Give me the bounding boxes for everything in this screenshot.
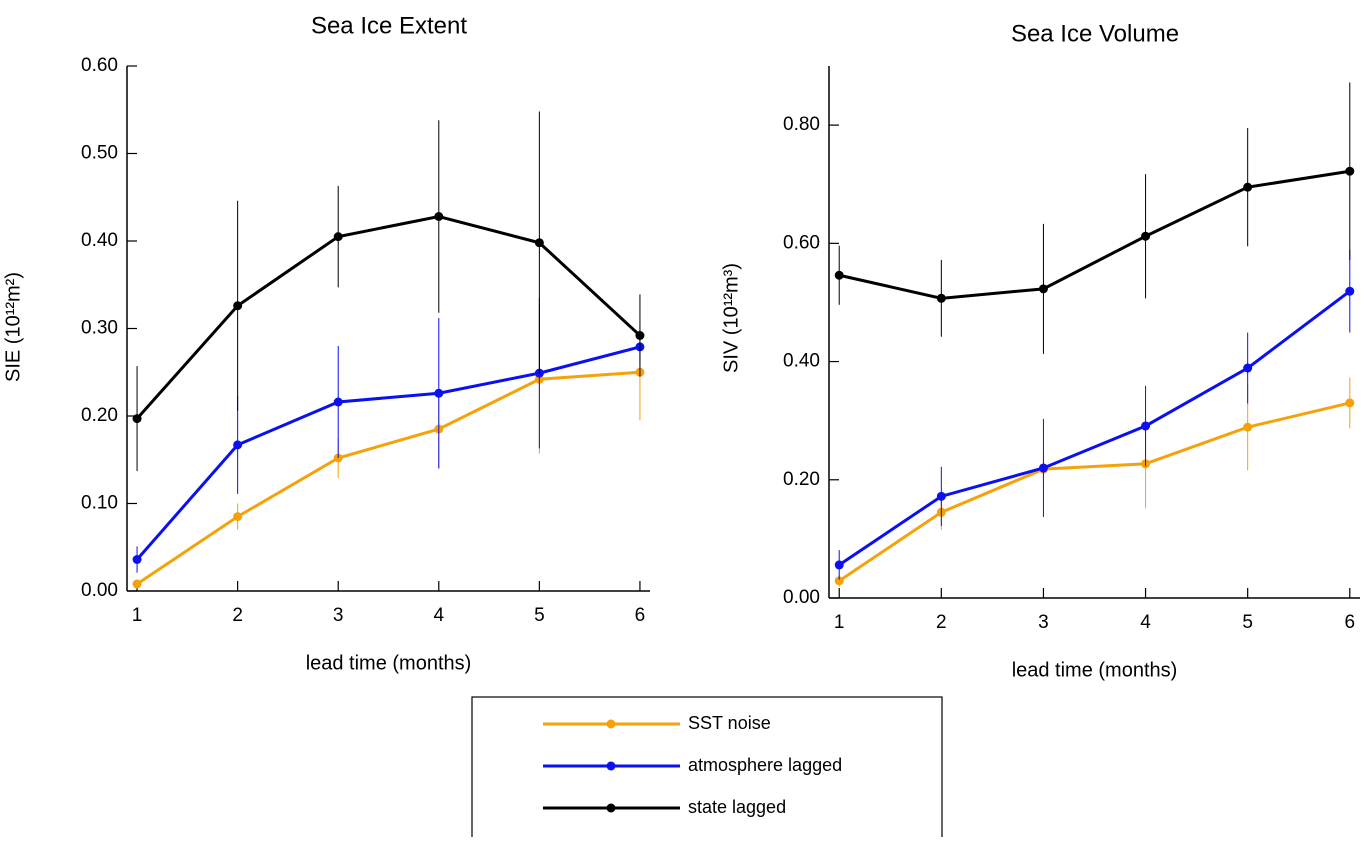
data-point: [1141, 421, 1151, 431]
y-tick-label: 0.10: [81, 493, 118, 514]
x-tick-label: 4: [433, 605, 444, 626]
data-point: [936, 491, 946, 501]
x-tick-label: 2: [936, 612, 947, 633]
legend-box: [471, 696, 943, 842]
x-tick-label: 6: [1344, 612, 1355, 633]
data-point: [333, 397, 343, 407]
y-tick-label: 0.40: [783, 351, 820, 372]
y-tick-label: 0.00: [783, 587, 820, 608]
y-tick-label: 0.20: [81, 405, 118, 426]
legend-marker: [606, 719, 616, 729]
data-point: [1243, 422, 1253, 432]
data-point: [936, 293, 946, 303]
x-tick-label: 6: [635, 605, 646, 626]
y-tick-label: 0.00: [81, 580, 118, 601]
x-tick-label: 4: [1140, 612, 1151, 633]
x-tick-label: 3: [333, 605, 344, 626]
data-point: [635, 331, 645, 340]
data-point: [1141, 231, 1151, 241]
x-tick-label: 1: [132, 605, 143, 626]
x-tick-label: 3: [1038, 612, 1049, 633]
y-tick-label: 0.30: [81, 318, 118, 339]
data-point: [1345, 398, 1355, 408]
data-point: [434, 212, 444, 221]
y-tick-label: 0.60: [81, 55, 118, 76]
data-point: [534, 238, 544, 248]
legend-marker: [606, 761, 616, 771]
data-point: [233, 440, 243, 450]
y-axis-label: SIV (10¹²m³): [720, 263, 742, 373]
data-point: [834, 560, 844, 570]
legend-marker: [606, 803, 616, 813]
data-point: [132, 555, 142, 564]
data-point: [1345, 166, 1355, 176]
data-point: [1038, 284, 1048, 294]
y-tick-label: 0.20: [783, 469, 820, 490]
chart-title: Sea Ice Volume: [1011, 20, 1179, 47]
data-point: [434, 388, 444, 398]
x-axis-label: lead time (months): [306, 652, 472, 674]
data-point: [834, 270, 844, 280]
data-point: [1243, 363, 1253, 373]
data-point: [1038, 463, 1048, 473]
y-tick-label: 0.60: [783, 232, 820, 253]
data-point: [233, 512, 243, 522]
legend-label: atmosphere lagged: [688, 755, 842, 775]
legend-label: SST noise: [688, 713, 771, 733]
chart-title: Sea Ice Extent: [311, 12, 467, 39]
y-axis-label: SIE (10¹²m²): [2, 272, 24, 382]
data-point: [233, 301, 243, 311]
x-axis-label: lead time (months): [1012, 659, 1178, 681]
x-tick-label: 2: [232, 605, 243, 626]
y-tick-label: 0.50: [81, 143, 118, 164]
series-line: [136, 370, 641, 586]
data-point: [1345, 286, 1355, 296]
data-point: [333, 232, 343, 242]
data-point: [834, 576, 844, 586]
data-point: [132, 414, 142, 424]
series-line: [838, 401, 1351, 583]
data-point: [1243, 182, 1253, 192]
x-tick-label: 1: [834, 612, 845, 633]
series-line: [135, 345, 641, 561]
data-point: [132, 579, 142, 589]
y-tick-label: 0.40: [81, 230, 118, 251]
y-tick-label: 0.80: [783, 114, 820, 135]
x-tick-label: 5: [1242, 612, 1253, 633]
x-tick-label: 5: [534, 605, 545, 626]
legend-label: state lagged: [688, 797, 786, 817]
series-line: [838, 169, 1351, 300]
series-line: [135, 214, 641, 420]
series-line: [838, 290, 1351, 567]
